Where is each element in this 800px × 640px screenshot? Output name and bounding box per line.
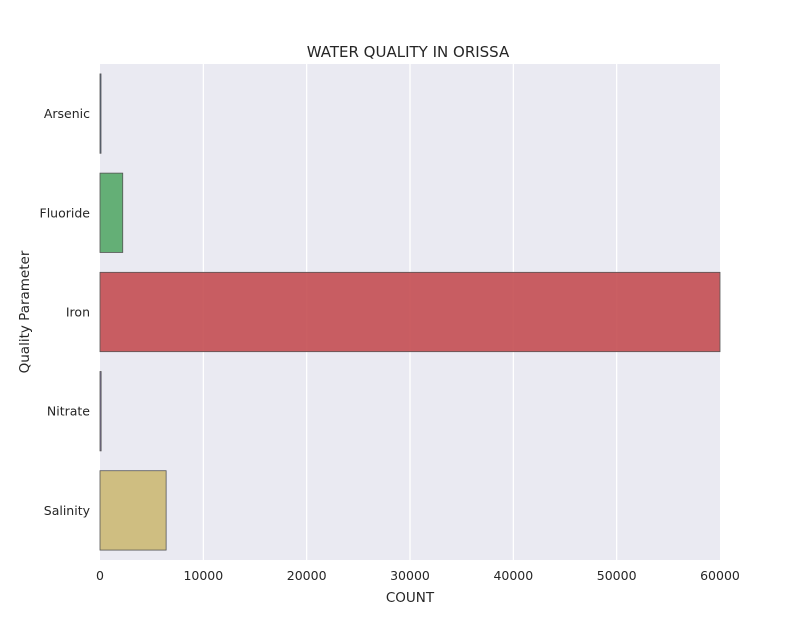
y-tick-label-nitrate: Nitrate	[47, 404, 90, 419]
x-tick-label: 10000	[183, 568, 223, 583]
bar-fluoride	[99, 172, 124, 253]
y-tick-labels: Arsenic Fluoride Iron Nitrate Salinity	[40, 106, 91, 518]
bar-iron	[99, 271, 721, 353]
bar-nitrate	[99, 371, 102, 452]
bar-salinity	[99, 470, 167, 551]
x-tick-label: 50000	[597, 568, 637, 583]
y-tick-label-arsenic: Arsenic	[44, 106, 90, 121]
x-tick-labels: 0 10000 20000 30000 40000 50000 60000	[96, 568, 740, 583]
y-axis-label: Quality Parameter	[17, 250, 33, 373]
x-tick-label: 0	[96, 568, 104, 583]
x-tick-label: 30000	[390, 568, 430, 583]
y-tick-label-fluoride: Fluoride	[40, 205, 91, 220]
x-tick-label: 40000	[493, 568, 533, 583]
x-axis-label: COUNT	[386, 590, 435, 606]
y-tick-label-salinity: Salinity	[44, 503, 91, 518]
bar-arsenic	[99, 73, 102, 154]
x-tick-label: 20000	[287, 568, 327, 583]
x-tick-label: 60000	[700, 568, 740, 583]
y-tick-label-iron: Iron	[66, 305, 90, 320]
chart-title: WATER QUALITY IN ORISSA	[307, 43, 510, 61]
bars	[99, 73, 721, 551]
